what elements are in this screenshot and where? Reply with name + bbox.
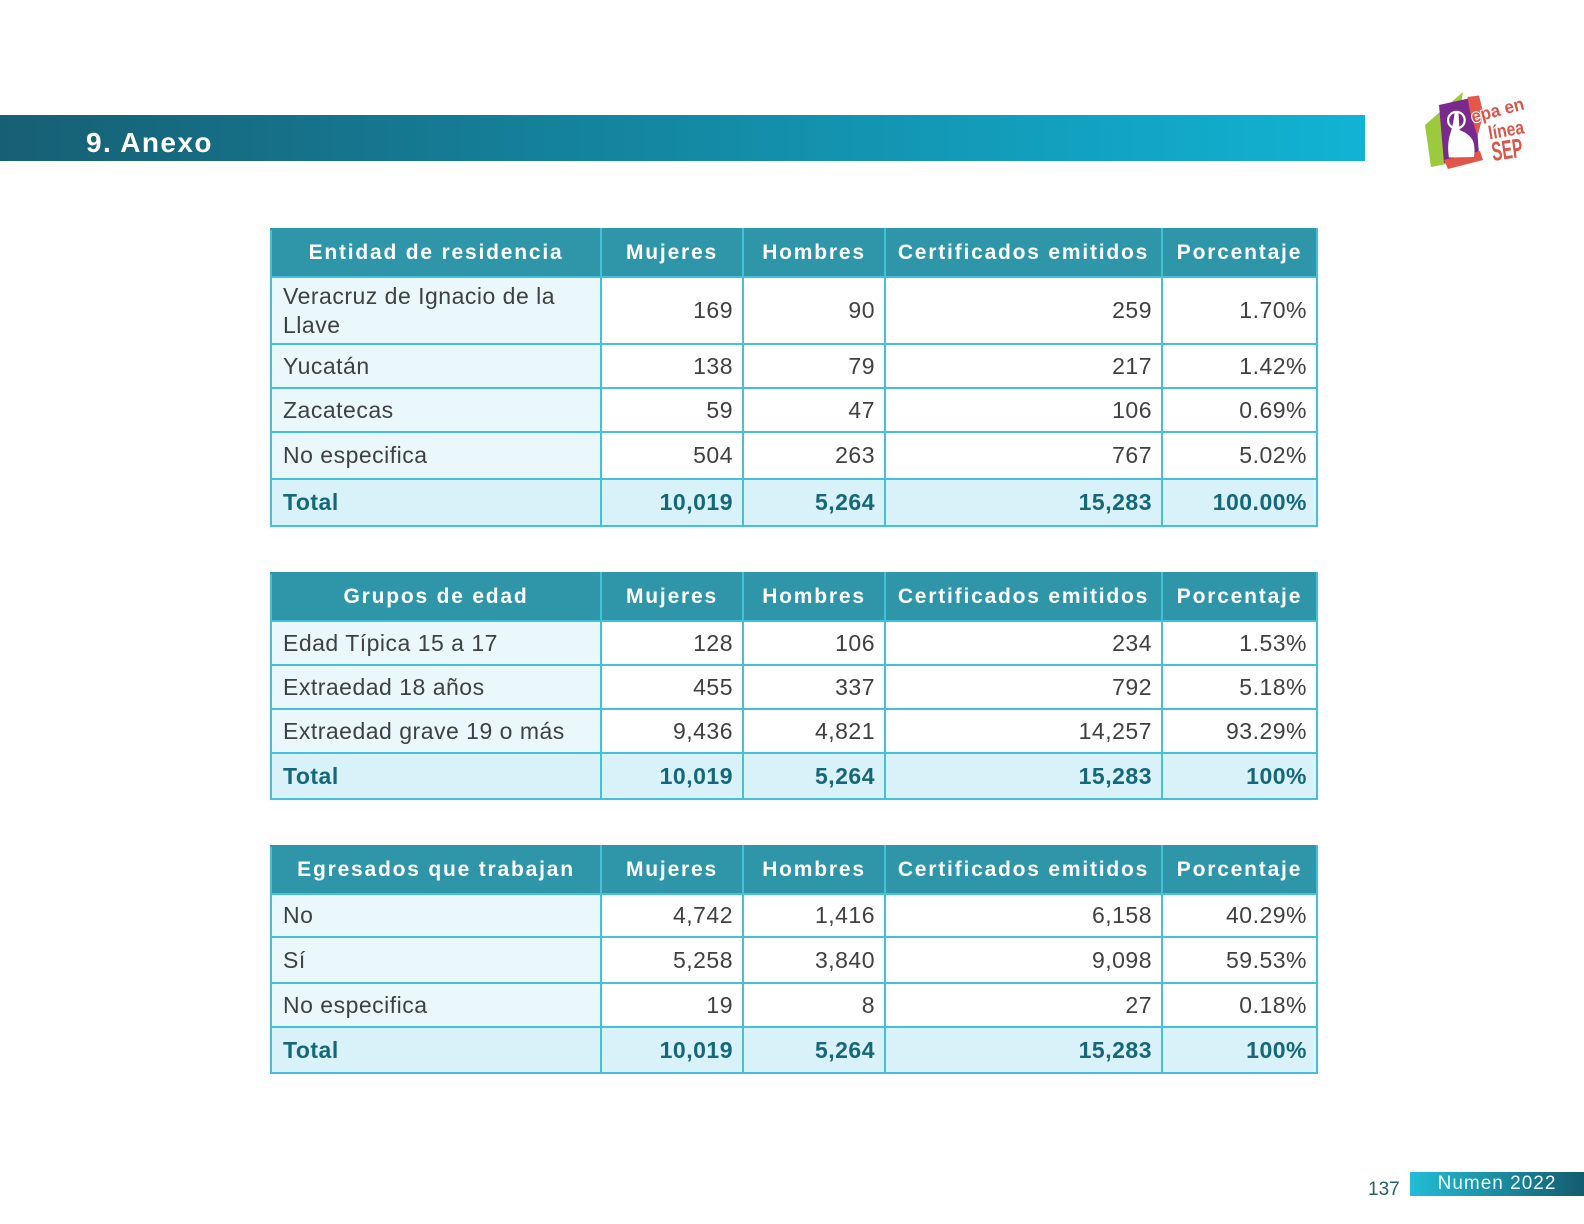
svg-text:línea: línea bbox=[1487, 117, 1526, 144]
svg-text:SEP: SEP bbox=[1490, 133, 1525, 167]
